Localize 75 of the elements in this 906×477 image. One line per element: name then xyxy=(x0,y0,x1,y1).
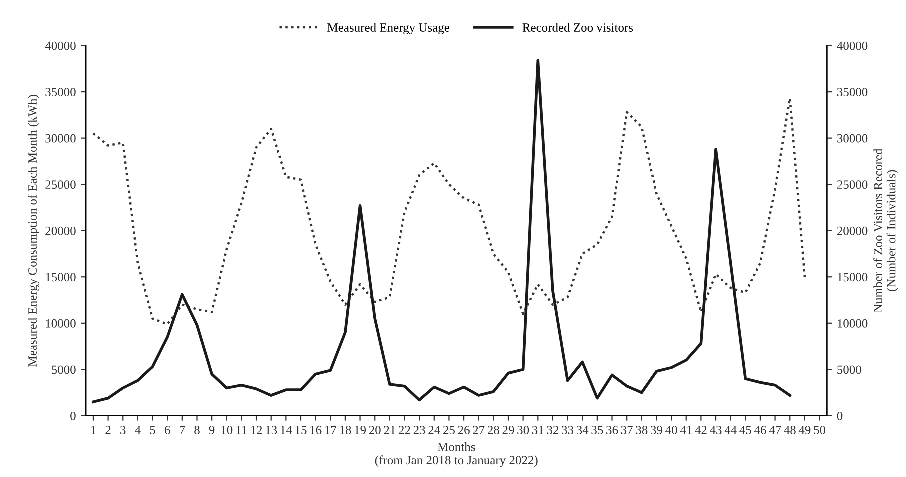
x-tick-label: 32 xyxy=(547,426,559,434)
x-tick-label: 15 xyxy=(296,426,307,434)
line-series xyxy=(92,59,792,404)
y2-tick-label: 25000 xyxy=(837,180,868,190)
x-tick-label: 8 xyxy=(194,426,200,434)
y2-tick-label: 40000 xyxy=(837,42,868,50)
x-tick-label: 18 xyxy=(340,426,352,434)
x-tick-label: 17 xyxy=(325,426,337,434)
x-tick-label: 30 xyxy=(518,426,530,434)
y2-tick-label: 30000 xyxy=(838,134,868,143)
x-tick-label: 47 xyxy=(769,426,782,434)
y-tick-label: 30000 xyxy=(46,134,76,143)
y2-tick-label: 20000 xyxy=(837,226,868,236)
x-tick-label: 44 xyxy=(724,426,737,434)
x-tick-label: 48 xyxy=(784,426,796,434)
x-tick-label: 40 xyxy=(666,426,678,434)
y-tick-label: 10000 xyxy=(46,319,76,328)
x-tick-label: 39 xyxy=(651,426,662,434)
x-tick-label: 16 xyxy=(310,426,322,434)
x-tick-label: 20 xyxy=(369,426,381,434)
x-tick-label: 45 xyxy=(740,426,752,434)
legend-label: Measured Energy Usage xyxy=(328,23,450,35)
y2-tick-label: 5000 xyxy=(838,366,862,374)
x-tick-label: 4 xyxy=(135,426,141,434)
y-tick-label: 5000 xyxy=(52,366,76,374)
y-axis-title: Measured Energy Consumption of Each Month (kWh) xyxy=(28,95,40,367)
y2-tick-label: 10000 xyxy=(838,319,868,328)
x-tick-label: 23 xyxy=(414,426,426,434)
legend-label: Recorded Zoo visitors xyxy=(522,23,634,32)
y-tick-label: 35000 xyxy=(46,88,76,97)
x-tick-label: 29 xyxy=(502,426,514,434)
x-tick-label: 5 xyxy=(150,426,156,434)
x-tick-label: 7 xyxy=(180,426,186,434)
x-tick-label: 10 xyxy=(222,426,233,434)
x-tick-label: 14 xyxy=(281,426,292,434)
x-tick-label: 12 xyxy=(251,426,262,434)
y-tick-label: 0 xyxy=(70,412,76,420)
x-tick-label: 49 xyxy=(798,426,811,434)
y-tick-label: 25000 xyxy=(46,180,76,190)
x-tick-label: 13 xyxy=(266,426,278,434)
x-tick-label: 41 xyxy=(680,426,692,434)
x-tick-label: 9 xyxy=(209,426,215,434)
x-tick-label: 21 xyxy=(384,426,396,434)
x-tick-label: 31 xyxy=(532,426,544,434)
x-tick-label: 11 xyxy=(236,426,247,434)
x-tick-label: 36 xyxy=(606,426,618,434)
x-tick-label: 27 xyxy=(473,426,485,434)
x-tick-label: 2 xyxy=(106,426,111,434)
x-tick-label: 22 xyxy=(399,426,410,434)
x-tick-label: 6 xyxy=(165,426,170,434)
x-tick-label: 25 xyxy=(444,426,455,434)
x-tick-label: 33 xyxy=(562,426,574,434)
y-tick-label: 40000 xyxy=(45,42,76,50)
x-axis-title: Months (from Jan 2018 to January 2022) xyxy=(375,442,538,468)
x-tick-label: 34 xyxy=(576,426,589,434)
x-tick-label: 1 xyxy=(91,426,96,434)
x-tick-label: 43 xyxy=(710,426,722,434)
y-tick-label: 15000 xyxy=(46,273,76,282)
y2-tick-label: 15000 xyxy=(838,273,868,282)
x-tick-label: 3 xyxy=(120,426,126,434)
x-tick-label: 24 xyxy=(428,426,440,434)
y2-tick-label: 35000 xyxy=(838,88,868,97)
x-tick-label: 38 xyxy=(636,426,648,434)
x-tick-label: 37 xyxy=(621,426,633,434)
x-tick-label: 35 xyxy=(592,426,604,434)
x-tick-label: 28 xyxy=(488,426,500,434)
line-series xyxy=(92,97,806,326)
x-tick-label: 26 xyxy=(458,426,470,434)
x-tick-label: 19 xyxy=(355,426,366,434)
x-tick-label: 46 xyxy=(754,426,766,434)
x-tick-label: 50 xyxy=(814,426,826,434)
y-tick-label: 20000 xyxy=(46,226,76,236)
x-tick-label: 42 xyxy=(695,426,707,434)
y2-tick-label: 0 xyxy=(837,412,843,420)
y2-axis-title: Number of Zoo Visitors Recored (Number of Individuals) xyxy=(874,148,898,313)
